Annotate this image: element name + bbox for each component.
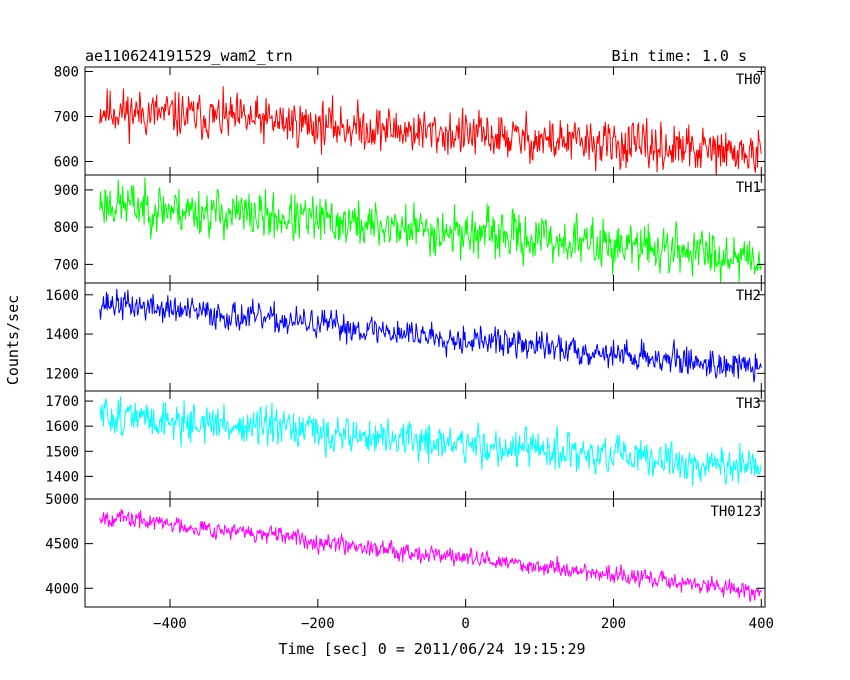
y-tick-label: 1200: [45, 366, 79, 382]
x-tick-label: 400: [749, 616, 774, 632]
y-tick-label: 800: [54, 220, 79, 236]
panel-th0123: 4000 4500 5000 TH0123: [45, 492, 766, 608]
y-tick-label: 4500: [45, 537, 79, 553]
y-tick-label: 1600: [45, 288, 79, 304]
y-tick-label: 4000: [45, 581, 79, 597]
y-tick-label: 700: [54, 257, 79, 273]
panel-th0: 600 700 800 TH0: [54, 65, 766, 176]
y-tick-label: 1700: [45, 394, 79, 410]
panel-label: TH3: [736, 396, 761, 412]
y-tick-label: 1600: [45, 419, 79, 435]
panel-th2: 1200 1400 1600 TH2: [45, 282, 766, 392]
series-th2: [99, 288, 762, 383]
bin-time-label: Bin time: 1.0 s: [612, 47, 747, 65]
series-th0123: [99, 508, 762, 603]
series-th0: [99, 86, 762, 175]
x-axis-label: Time [sec] 0 = 2011/06/24 19:15:29: [278, 640, 585, 658]
panel-label: TH1: [736, 180, 761, 196]
y-tick-label: 1400: [45, 327, 79, 343]
y-axis-label: Counts/sec: [4, 295, 22, 385]
y-tick-label: 600: [54, 155, 79, 171]
x-tick-label: 200: [601, 616, 626, 632]
y-tick-label: 1400: [45, 469, 79, 485]
series-th1: [99, 177, 762, 283]
y-tick-label: 800: [54, 65, 79, 81]
panel-label: TH2: [736, 288, 761, 304]
panel-frame: [84, 498, 766, 608]
y-tick-label: 700: [54, 110, 79, 126]
panel-label: TH0123: [710, 504, 761, 520]
x-tick-label: −200: [301, 616, 335, 632]
plot-title: ae110624191529_wam2_trn: [85, 47, 293, 65]
x-tick-label: 0: [461, 616, 469, 632]
y-tick-label: 1500: [45, 444, 79, 460]
y-tick-label: 5000: [45, 492, 79, 508]
panel-th3: 1400 1500 1600 1700 TH3: [45, 390, 766, 500]
panel-th1: 700 800 900 TH1: [54, 174, 766, 284]
series-th3: [99, 396, 762, 487]
x-tick-label: −400: [153, 616, 187, 632]
panel-label: TH0: [736, 72, 761, 88]
y-tick-label: 900: [54, 183, 79, 199]
x-axis: −400 −200 0 200 400: [153, 616, 774, 632]
